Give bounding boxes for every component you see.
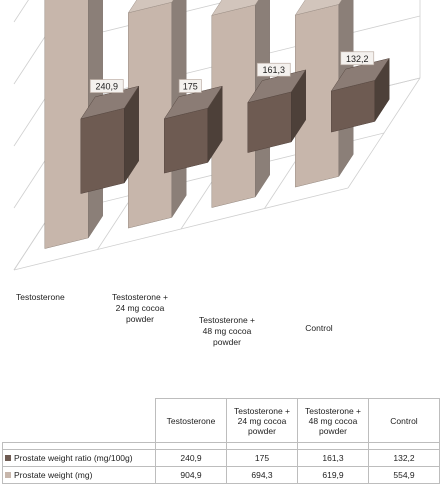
- data-label: 240,9: [95, 82, 118, 92]
- data-label-box: [340, 51, 375, 66]
- table-cell: 161,3: [297, 449, 369, 467]
- category-label-3: Testosterone + 48 mg cocoa powder: [199, 315, 255, 347]
- data-label: 161,3: [262, 65, 285, 75]
- table-cell: 904,9: [155, 466, 227, 484]
- bar-s2-c3-top: [211, 0, 259, 16]
- table-gap-cell: [155, 442, 227, 450]
- data-label-box: [89, 79, 124, 93]
- data-table: Testosterone Testosterone + 24 mg cocoa …: [2, 398, 440, 484]
- side-wall-gridline: [13, 0, 29, 23]
- legend-entry-weight: Prostate weight (mg): [2, 466, 156, 484]
- bar-s1-c1-front: [80, 107, 125, 194]
- table-header-3: Testosterone + 48 mg cocoa powder: [297, 398, 369, 443]
- bar-s2-c2-top: [127, 0, 174, 14]
- data-label: 132,2: [346, 54, 369, 64]
- table-header-2: Testosterone + 24 mg cocoa powder: [226, 398, 298, 443]
- bar-s1-c3-top: [247, 69, 307, 103]
- table-gap-cell: [297, 442, 369, 450]
- legend-swatch-weight: [5, 472, 11, 478]
- table-cell: 554,9: [368, 466, 440, 484]
- bar-s1-c2-front: [164, 107, 209, 174]
- bar-s2-c4-top: [294, 0, 342, 16]
- table-cell: 694,3: [226, 466, 298, 484]
- category-label-4: Control: [305, 323, 333, 333]
- table-gap-cell: [368, 442, 440, 450]
- data-label-box: [256, 62, 291, 77]
- legend-entry-ratio: Prostate weight ratio (mg/100g): [2, 449, 156, 467]
- bar-s2-c1-front: [44, 0, 89, 249]
- floor-gridline: [13, 187, 349, 271]
- category-label-1: Testosterone: [16, 292, 65, 302]
- legend-swatch-ratio: [5, 455, 11, 461]
- data-label-box: [178, 79, 202, 93]
- table-header-1: Testosterone: [155, 398, 227, 443]
- data-label: 175: [183, 82, 198, 92]
- category-label-2: Testosterone + 24 mg cocoa powder: [112, 292, 168, 324]
- table-row: Prostate weight (mg) 904,9 694,3 619,9 5…: [2, 466, 440, 484]
- bar-s1-c1-top: [80, 85, 140, 120]
- table-row: Prostate weight ratio (mg/100g) 240,9 17…: [2, 449, 440, 467]
- table-cell: 619,9: [297, 466, 369, 484]
- table-corner: [2, 398, 156, 443]
- bar-s1-c4-top: [330, 58, 390, 92]
- table-cell: 175: [226, 449, 298, 467]
- table-gap-cell: [2, 442, 156, 450]
- table-gap-cell: [226, 442, 298, 450]
- table-cell: 240,9: [155, 449, 227, 467]
- table-cell: 132,2: [368, 449, 440, 467]
- table-header-4: Control: [368, 398, 440, 443]
- bar-s1-c2-top: [163, 85, 223, 120]
